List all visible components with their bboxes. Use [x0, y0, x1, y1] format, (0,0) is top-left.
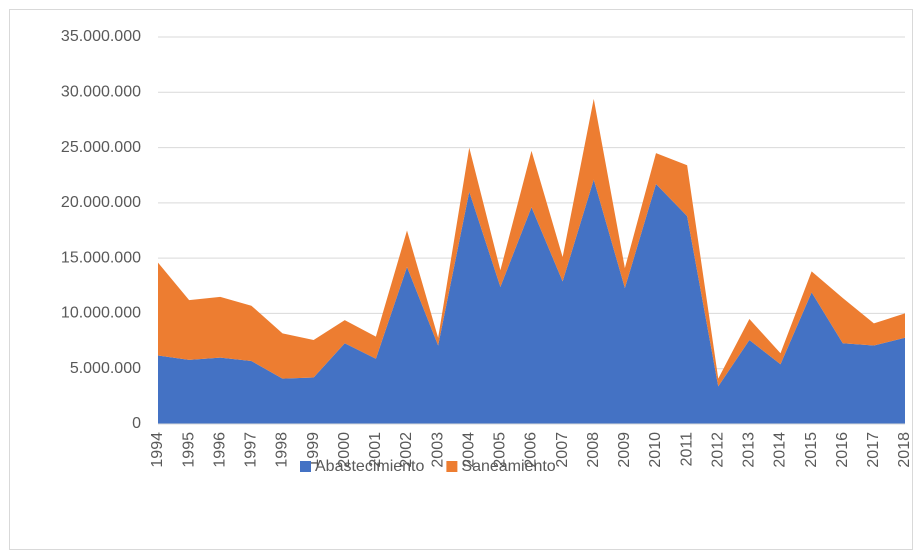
x-tick-label: 2015: [803, 432, 820, 468]
x-tick-label: 2002: [398, 432, 415, 468]
x-tick-label: 2003: [429, 432, 446, 468]
x-tick-label: 1995: [180, 432, 197, 468]
area: [158, 98, 905, 387]
y-tick-label: 15.000.000: [61, 249, 141, 266]
y-tick-label: 10.000.000: [61, 305, 141, 322]
x-tick-label: 2001: [367, 432, 384, 468]
x-tick-label: 1996: [211, 432, 228, 468]
x-tick-label: 1999: [305, 432, 322, 468]
x-tick-label: 2007: [554, 432, 571, 468]
y-tick-label: 5.000.000: [70, 360, 141, 377]
y-tick-label: 25.000.000: [61, 139, 141, 156]
x-tick-label: 2009: [616, 432, 633, 468]
x-tick-label: 2013: [741, 432, 758, 468]
x-tick-label: 2000: [336, 432, 353, 468]
x-tick-label: 2011: [678, 432, 695, 467]
x-tick-label: 2014: [772, 432, 789, 468]
x-tick-label: 2016: [834, 432, 851, 468]
x-tick-label: 2004: [460, 432, 477, 468]
y-tick-label: 20.000.000: [61, 194, 141, 211]
x-tick-label: 1997: [243, 432, 260, 468]
legend-swatch: [300, 461, 311, 472]
x-tick-label: 2018: [896, 432, 913, 468]
x-tick-label: 2012: [709, 432, 726, 468]
area: [158, 179, 905, 424]
x-tick-label: 1998: [274, 432, 291, 468]
y-tick-label: 30.000.000: [61, 84, 141, 101]
legend-swatch: [446, 461, 458, 472]
y-tick-label: 35.000.000: [61, 28, 141, 45]
y-tick-label: 0: [132, 415, 141, 432]
x-tick-label: 2005: [492, 432, 509, 468]
x-tick-label: 1994: [149, 432, 166, 468]
legend-label: Abastecimiento: [315, 458, 424, 475]
x-tick-label: 2010: [647, 432, 664, 468]
x-tick-label: 2017: [865, 432, 882, 468]
legend-label: Saneamiento: [461, 458, 555, 475]
x-tick-label: 2008: [585, 432, 602, 468]
x-tick-label: 2006: [523, 432, 540, 468]
